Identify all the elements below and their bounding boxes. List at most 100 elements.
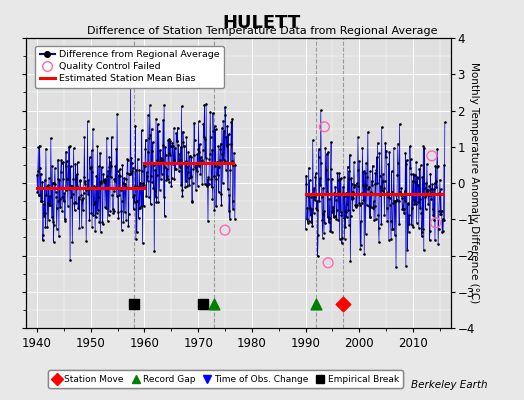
Point [178,193,187,199]
Point [228,197,237,204]
Point [195,163,203,169]
Point [321,220,329,226]
Point [347,196,356,202]
Point [101,179,110,185]
Point [433,164,441,170]
Point [189,179,197,186]
Point [98,219,106,225]
Point [95,179,104,186]
Point [350,184,358,190]
Point [425,182,433,189]
Point [392,197,401,203]
Point [196,141,204,148]
Point [351,182,359,188]
Point [188,198,196,204]
Point [200,101,209,108]
Point [413,174,421,180]
Point [44,182,52,189]
Point [184,149,192,155]
Point [411,178,420,185]
Point [436,210,444,217]
Point [422,192,431,198]
Point [60,215,69,222]
Point [312,301,321,308]
Point [48,214,56,220]
Point [225,208,233,214]
Point [196,154,205,160]
Point [91,227,100,234]
Point [374,224,383,231]
Point [96,150,104,156]
Point [195,149,204,155]
Point [351,202,359,208]
Point [105,154,114,160]
Point [330,214,338,220]
Point [329,207,337,213]
Point [346,212,355,219]
Point [231,216,239,222]
Point [389,226,397,232]
Point [407,156,415,162]
Point [377,221,386,228]
Point [106,174,115,180]
Point [140,163,149,169]
Point [183,164,191,170]
Point [371,170,379,176]
Point [334,177,342,184]
Point [118,197,126,204]
Point [414,199,422,206]
Point [157,158,166,164]
Point [112,185,120,191]
Point [308,206,316,212]
Point [312,170,320,176]
Point [165,150,173,156]
Point [410,201,419,207]
Point [62,187,71,194]
Point [144,178,152,184]
Point [439,217,447,224]
Point [113,168,122,175]
Text: HULETT: HULETT [223,14,301,32]
Point [359,168,368,174]
Point [221,227,229,233]
Point [381,140,389,146]
Point [70,199,78,206]
Point [412,159,420,166]
Point [167,182,176,189]
Point [171,145,179,151]
Point [396,189,404,196]
Point [390,198,398,204]
Point [54,176,63,182]
Point [402,157,411,163]
Point [156,186,164,193]
Point [362,231,370,237]
Point [75,196,83,202]
Point [91,183,100,190]
Point [122,184,130,190]
Point [392,192,401,198]
Point [131,183,139,190]
Point [311,197,319,203]
Point [33,172,41,178]
Point [76,178,84,184]
Point [365,203,373,210]
Point [332,197,340,204]
Point [115,191,124,198]
Point [193,168,201,174]
Point [36,198,45,204]
Text: Difference of Station Temperature Data from Regional Average: Difference of Station Temperature Data f… [87,26,437,36]
Point [311,174,320,180]
Point [385,237,393,243]
Point [370,217,378,224]
Point [109,210,117,216]
Point [341,192,349,199]
Point [407,171,416,178]
Point [57,169,65,175]
Point [317,160,325,167]
Point [330,189,339,196]
Point [158,170,166,177]
Point [399,206,408,212]
Point [168,175,176,182]
Point [59,159,68,165]
Point [213,158,222,165]
